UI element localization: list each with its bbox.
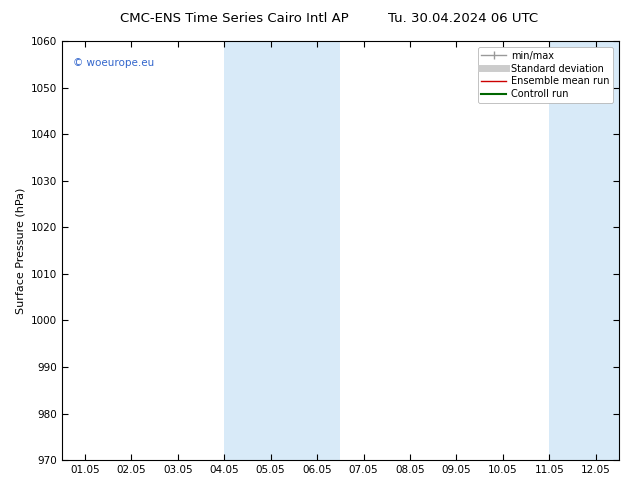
Text: CMC-ENS Time Series Cairo Intl AP: CMC-ENS Time Series Cairo Intl AP [120,12,349,25]
Text: © woeurope.eu: © woeurope.eu [73,58,154,68]
Text: Tu. 30.04.2024 06 UTC: Tu. 30.04.2024 06 UTC [388,12,538,25]
Bar [549,41,634,460]
Legend: min/max, Standard deviation, Ensemble mean run, Controll run: min/max, Standard deviation, Ensemble me… [477,47,613,103]
Bar [224,41,340,460]
Y-axis label: Surface Pressure (hPa): Surface Pressure (hPa) [15,187,25,314]
